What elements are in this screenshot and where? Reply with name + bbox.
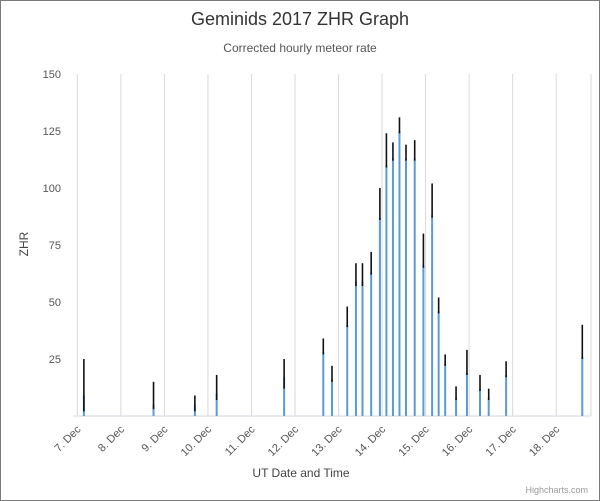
grid-layer (73, 74, 592, 417)
data-bar (152, 404, 155, 416)
data-bar (385, 165, 388, 416)
x-tick-labels: 7. Dec 8. Dec 9. Dec 10. Dec 11. Dec 12. Dec 1… (53, 423, 563, 459)
data-bar (322, 352, 325, 416)
data-bar (370, 272, 373, 416)
y-axis-title: ZHR (17, 231, 31, 256)
data-bar (465, 372, 468, 416)
chart-credits[interactable]: Highcharts.com (525, 485, 588, 495)
data-bar (444, 363, 447, 416)
x-tick-label: 14. Dec (353, 423, 389, 459)
y-tick-label: 100 (43, 183, 61, 195)
x-axis-title: UT Date and Time (252, 466, 349, 480)
data-bar (413, 158, 416, 417)
data-bar (505, 374, 508, 416)
data-bar (346, 324, 349, 416)
chart-title: Geminids 2017 ZHR Graph (191, 9, 409, 29)
x-tick-label: 10. Dec (179, 423, 215, 459)
data-bar (361, 281, 364, 416)
x-tick-label: 17. Dec (483, 423, 519, 459)
data-bar (479, 388, 481, 416)
chart-subtitle: Corrected hourly meteor rate (223, 41, 377, 55)
x-tick-label: 18. Dec (527, 423, 563, 459)
data-bar (581, 356, 584, 416)
data-bar (378, 217, 381, 416)
x-tick-label: 9. Dec (140, 423, 171, 454)
x-tick-label: 16. Dec (440, 423, 476, 459)
data-bar (405, 158, 407, 417)
y-tick-label: 150 (43, 69, 61, 81)
y-tick-label: 25 (49, 354, 61, 366)
data-bar (455, 397, 458, 416)
x-tick-label: 15. Dec (396, 423, 432, 459)
data-bar (331, 379, 333, 416)
data-bar (398, 131, 401, 416)
y-tick-label: 75 (49, 240, 61, 252)
error-bars-layer (83, 117, 584, 412)
y-tick-labels: 25 50 75 100 125 150 (43, 69, 61, 366)
x-tick-label: 7. Dec (53, 423, 84, 454)
data-bar (215, 393, 218, 416)
data-bar (391, 158, 394, 417)
x-tick-label: 12. Dec (266, 423, 302, 459)
bars-layer (82, 131, 584, 417)
data-bar (422, 265, 425, 416)
data-bar (487, 397, 490, 416)
y-tick-label: 50 (49, 297, 61, 309)
data-bar (283, 377, 286, 416)
data-bar (354, 281, 357, 416)
data-bar (431, 215, 434, 416)
data-bar (437, 311, 440, 416)
x-tick-label: 11. Dec (223, 423, 258, 458)
x-tick-label: 13. Dec (309, 423, 345, 459)
y-tick-label: 125 (43, 126, 61, 138)
x-tick-label: 8. Dec (96, 423, 127, 454)
